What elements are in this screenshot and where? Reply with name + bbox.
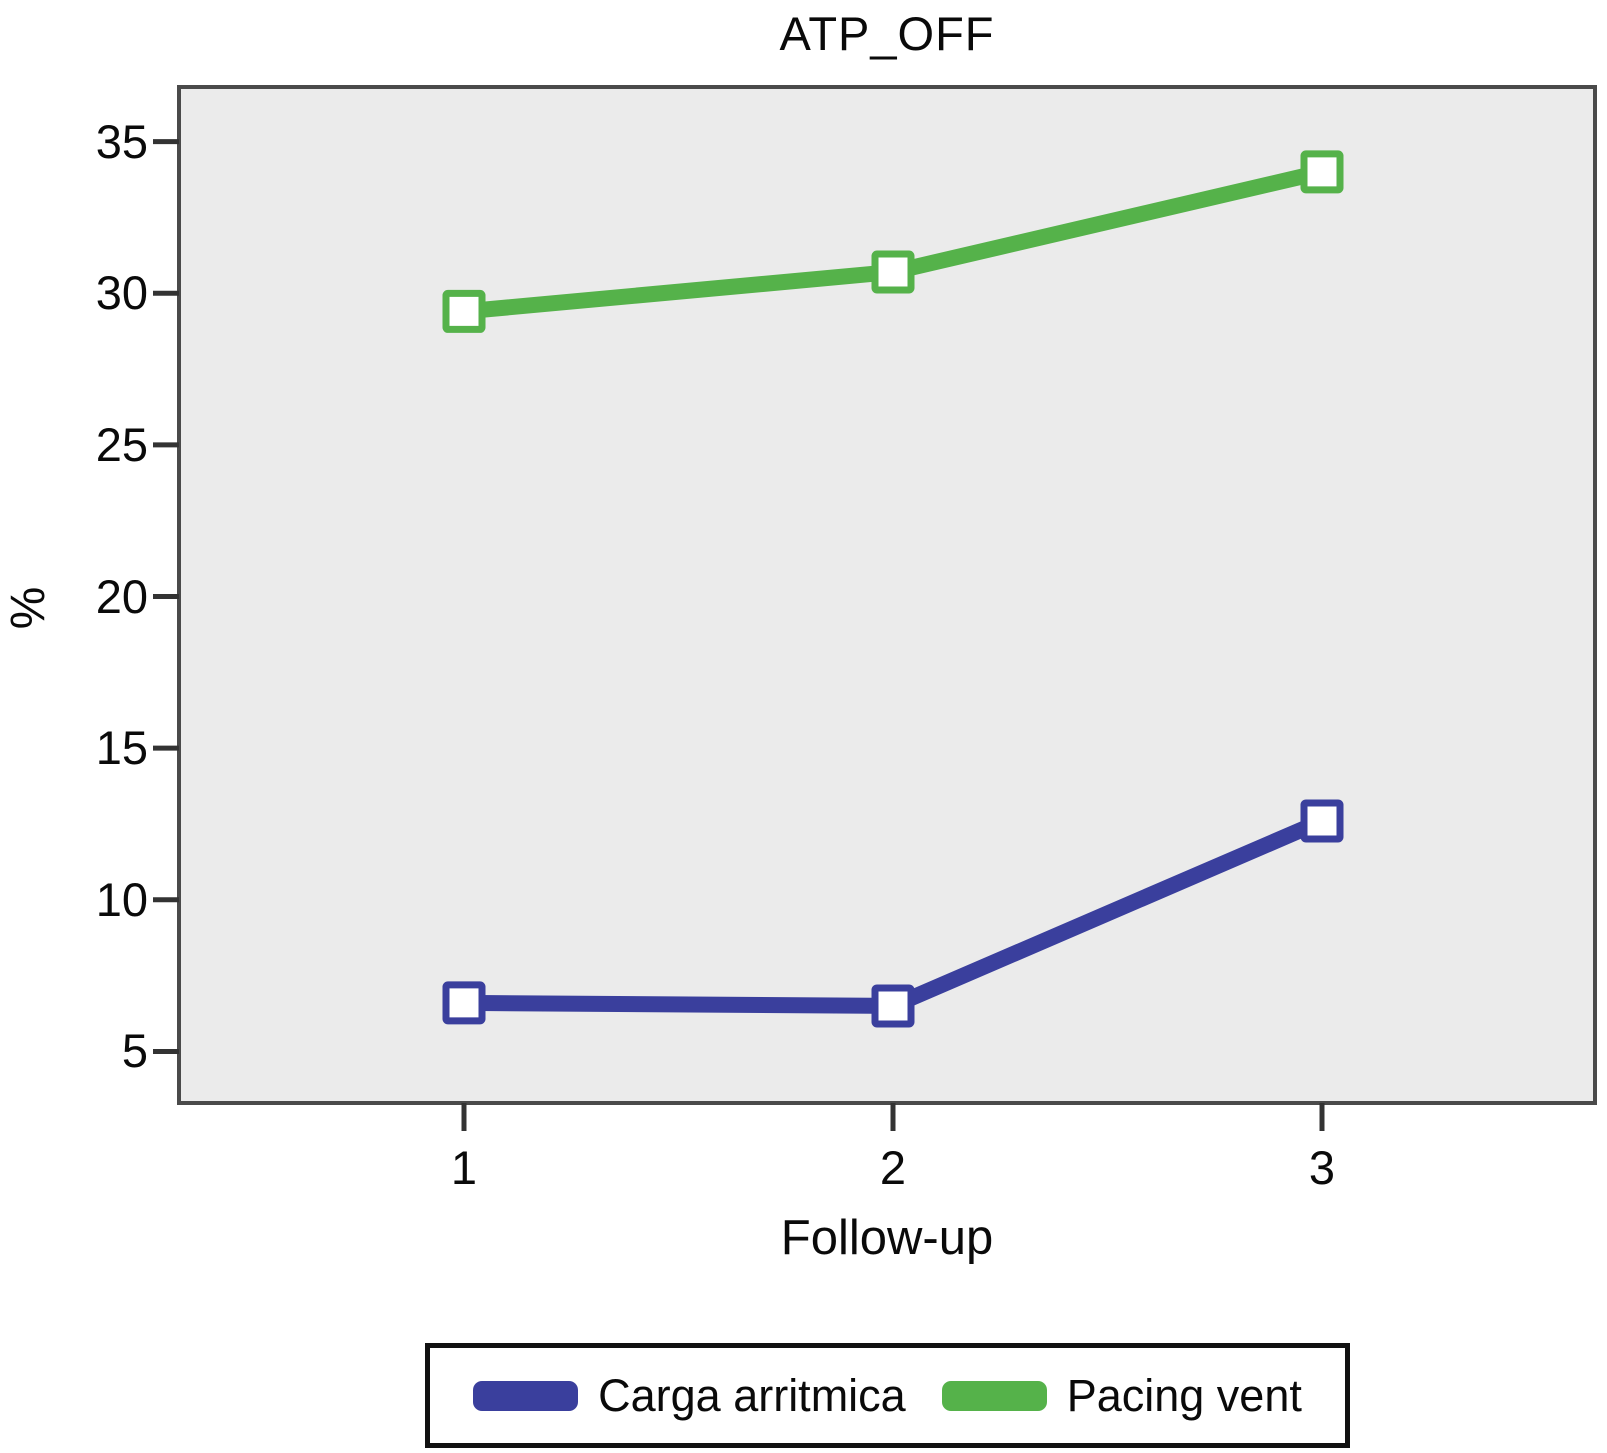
y-tick-label: 25 xyxy=(95,417,148,471)
x-tick-label: 2 xyxy=(879,1141,907,1194)
legend: Carga arritmica Pacing vent xyxy=(425,1343,1350,1448)
data-point-marker-carga-arritmica xyxy=(871,984,915,1028)
chart-title: ATP_OFF xyxy=(779,7,995,60)
x-tick-label: 1 xyxy=(450,1141,478,1194)
data-point-marker-pacing-vent xyxy=(1300,150,1344,194)
y-tick-label: 5 xyxy=(121,1024,148,1078)
y-tick-label: 30 xyxy=(95,266,148,320)
y-tick-label: 15 xyxy=(95,721,148,775)
data-point-marker-pacing-vent xyxy=(871,250,915,294)
y-tick-label: 10 xyxy=(95,872,148,926)
data-point-marker-carga-arritmica xyxy=(442,981,486,1025)
x-axis-label: Follow-up xyxy=(780,1211,994,1265)
legend-swatch xyxy=(941,1380,1047,1411)
legend-label: Pacing vent xyxy=(1066,1369,1302,1421)
legend-item: Pacing vent xyxy=(941,1369,1302,1422)
data-point-marker-pacing-vent xyxy=(442,289,486,333)
plot-background xyxy=(177,85,1597,1105)
data-point-marker-carga-arritmica xyxy=(1300,799,1344,843)
legend-label: Carga arritmica xyxy=(598,1369,906,1421)
x-tick-label: 3 xyxy=(1308,1141,1336,1194)
legend-item: Carga arritmica xyxy=(473,1370,906,1422)
y-tick-label: 35 xyxy=(95,114,148,168)
y-tick-label: 20 xyxy=(95,569,148,623)
legend-swatch xyxy=(473,1380,579,1411)
